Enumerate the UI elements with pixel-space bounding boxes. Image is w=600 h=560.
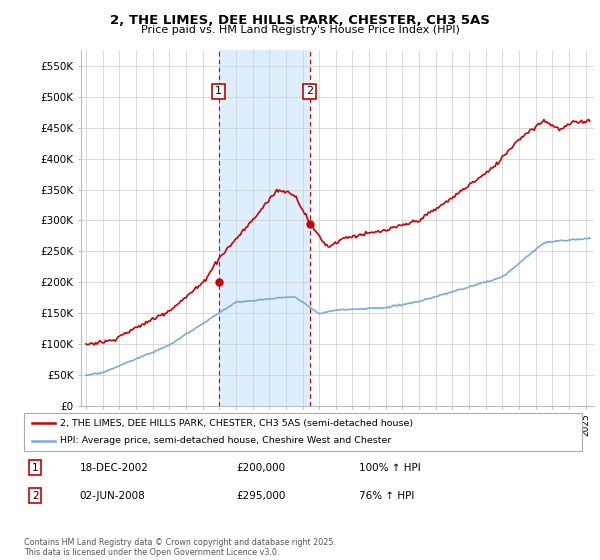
Text: 2: 2 [32,491,38,501]
Text: 76% ↑ HPI: 76% ↑ HPI [359,491,414,501]
Text: £200,000: £200,000 [236,463,285,473]
Text: 2, THE LIMES, DEE HILLS PARK, CHESTER, CH3 5AS (semi-detached house): 2, THE LIMES, DEE HILLS PARK, CHESTER, C… [60,418,413,427]
Text: £295,000: £295,000 [236,491,286,501]
Text: HPI: Average price, semi-detached house, Cheshire West and Chester: HPI: Average price, semi-detached house,… [60,436,392,445]
Text: Contains HM Land Registry data © Crown copyright and database right 2025.
This d: Contains HM Land Registry data © Crown c… [24,538,336,557]
Text: 1: 1 [215,86,222,96]
FancyBboxPatch shape [24,413,582,451]
Bar [218,50,310,406]
Text: 18-DEC-2002: 18-DEC-2002 [80,463,149,473]
Text: 2: 2 [306,86,313,96]
Text: 02-JUN-2008: 02-JUN-2008 [80,491,146,501]
Text: 2, THE LIMES, DEE HILLS PARK, CHESTER, CH3 5AS: 2, THE LIMES, DEE HILLS PARK, CHESTER, C… [110,14,490,27]
Text: 1: 1 [32,463,38,473]
Text: Price paid vs. HM Land Registry's House Price Index (HPI): Price paid vs. HM Land Registry's House … [140,25,460,35]
Text: 100% ↑ HPI: 100% ↑ HPI [359,463,421,473]
